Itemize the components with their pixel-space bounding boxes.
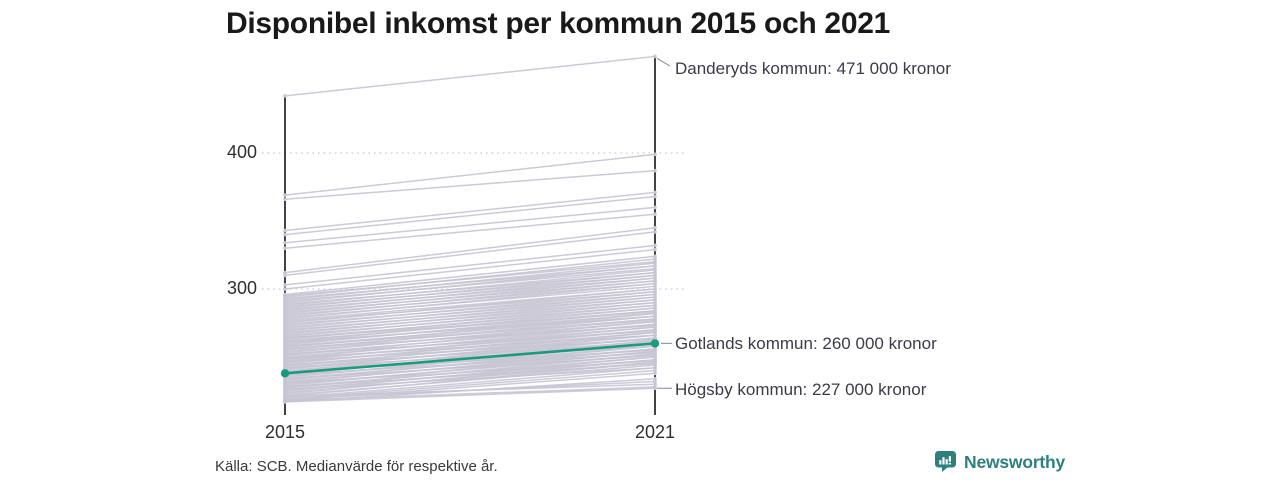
y-axis-tick-300: 300 [226,278,257,298]
y-axis-tick-400: 400 [226,142,257,162]
annotation-gotland: Gotlands kommun: 260 000 kronor [675,334,937,353]
chart-title: Disponibel inkomst per kommun 2015 och 2… [226,7,890,40]
annotation-danderyd: Danderyds kommun: 471 000 kronor [675,59,951,78]
newsworthy-brand: Newsworthy [934,450,1065,473]
source-note: Källa: SCB. Medianvärde för respektive å… [215,458,498,475]
x-axis-label-2021: 2021 [634,422,676,442]
newsworthy-wordmark: Newsworthy [964,451,1066,472]
x-axis-label-2015: 2015 [264,422,306,442]
annotation-hogsby: Högsby kommun: 227 000 kronor [675,380,927,399]
newsworthy-logo-icon [935,451,956,472]
